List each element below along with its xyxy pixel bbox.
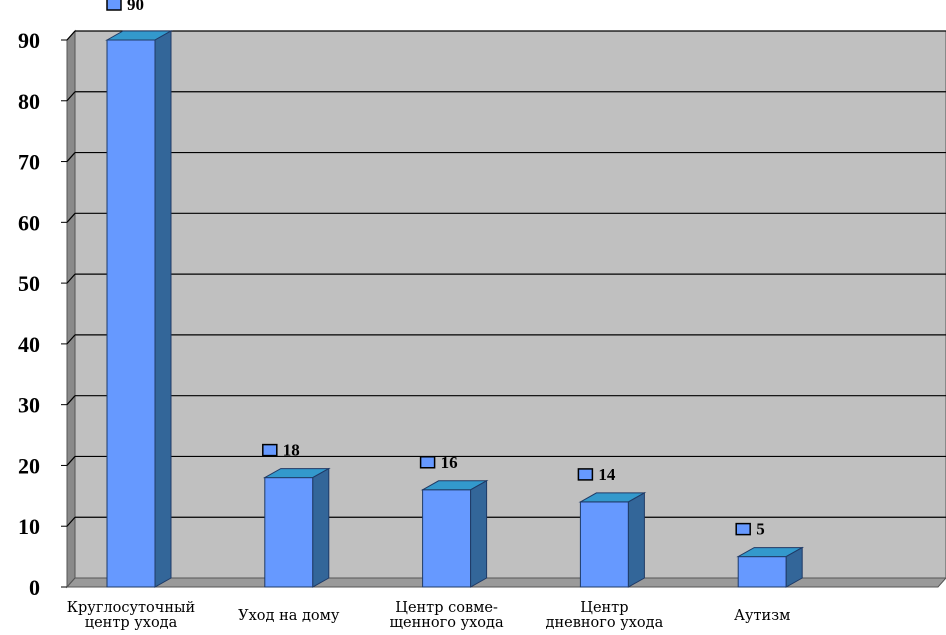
- y-tick-label: 30: [18, 393, 40, 418]
- gridline-side: [66, 273, 76, 284]
- data-label-marker: [577, 468, 594, 481]
- y-axis-ticks: 0 10 20 30 40 50 60 70 80 90: [18, 28, 67, 600]
- gridline-side: [66, 334, 76, 345]
- y-tick-label: 50: [18, 271, 40, 296]
- category-label: Аутизм: [734, 608, 790, 624]
- gridline-side: [66, 30, 76, 41]
- bar-side: [627, 492, 645, 588]
- category-label-line: Центр: [580, 600, 628, 616]
- y-tick-label: 70: [18, 150, 40, 175]
- data-label: 14: [598, 465, 616, 484]
- category-label-line: дневного ухода: [546, 615, 664, 631]
- bar: [579, 501, 629, 588]
- gridline-side: [66, 91, 76, 102]
- data-label: 5: [756, 520, 765, 539]
- data-label: 16: [441, 453, 458, 472]
- bars: [105, 30, 805, 588]
- data-label-marker: [735, 522, 751, 536]
- category-label-line: центр ухода: [85, 615, 178, 631]
- y-tick-label: 40: [18, 332, 40, 357]
- data-label: 18: [283, 441, 300, 460]
- bar-side: [154, 30, 172, 588]
- gridline-side: [66, 152, 76, 162]
- bar: [106, 39, 156, 588]
- bar: [422, 489, 472, 588]
- gridline-side: [66, 456, 76, 466]
- category-label: Центр совме-щенного ухода: [390, 600, 504, 631]
- category-label: Круглосуточный центр ухода: [67, 600, 195, 631]
- data-labels: 90 18 16 14 5: [106, 0, 765, 539]
- y-tick-label: 80: [18, 89, 40, 114]
- data-label: 90: [127, 0, 144, 14]
- category-label-line: Аутизм: [734, 608, 790, 624]
- floor: [65, 577, 946, 588]
- bar-side: [312, 467, 330, 588]
- category-label-line: щенного ухода: [390, 615, 504, 631]
- bar: [737, 556, 787, 588]
- category-labels: Круглосуточный центр ухода Уход на дому Цен…: [67, 600, 791, 631]
- plot-walls: [65, 29, 946, 589]
- y-tick-label: 20: [18, 453, 40, 478]
- y-tick-label: 90: [18, 28, 40, 53]
- y-tick-label: 60: [18, 210, 40, 235]
- gridline-side: [66, 395, 76, 406]
- bar-side: [785, 546, 803, 588]
- category-label-line: Круглосуточный: [67, 600, 195, 616]
- y-tick-label: 10: [18, 514, 40, 539]
- data-label-marker: [419, 456, 436, 469]
- y-tick-label: 0: [29, 575, 40, 600]
- bar: [264, 477, 314, 588]
- category-label-line: Центр совме-: [395, 600, 498, 616]
- data-label-marker: [106, 0, 122, 11]
- gridlines: [66, 30, 946, 527]
- gridline-side: [66, 516, 76, 527]
- category-label-line: Уход на дому: [238, 608, 340, 624]
- back-wall: [74, 30, 946, 579]
- category-label: Центр дневного ухода: [546, 600, 664, 631]
- bar-side: [470, 479, 488, 588]
- data-label-marker: [262, 443, 278, 457]
- gridline-side: [66, 212, 76, 223]
- side-wall: [66, 29, 76, 589]
- category-label: Уход на дому: [238, 608, 340, 624]
